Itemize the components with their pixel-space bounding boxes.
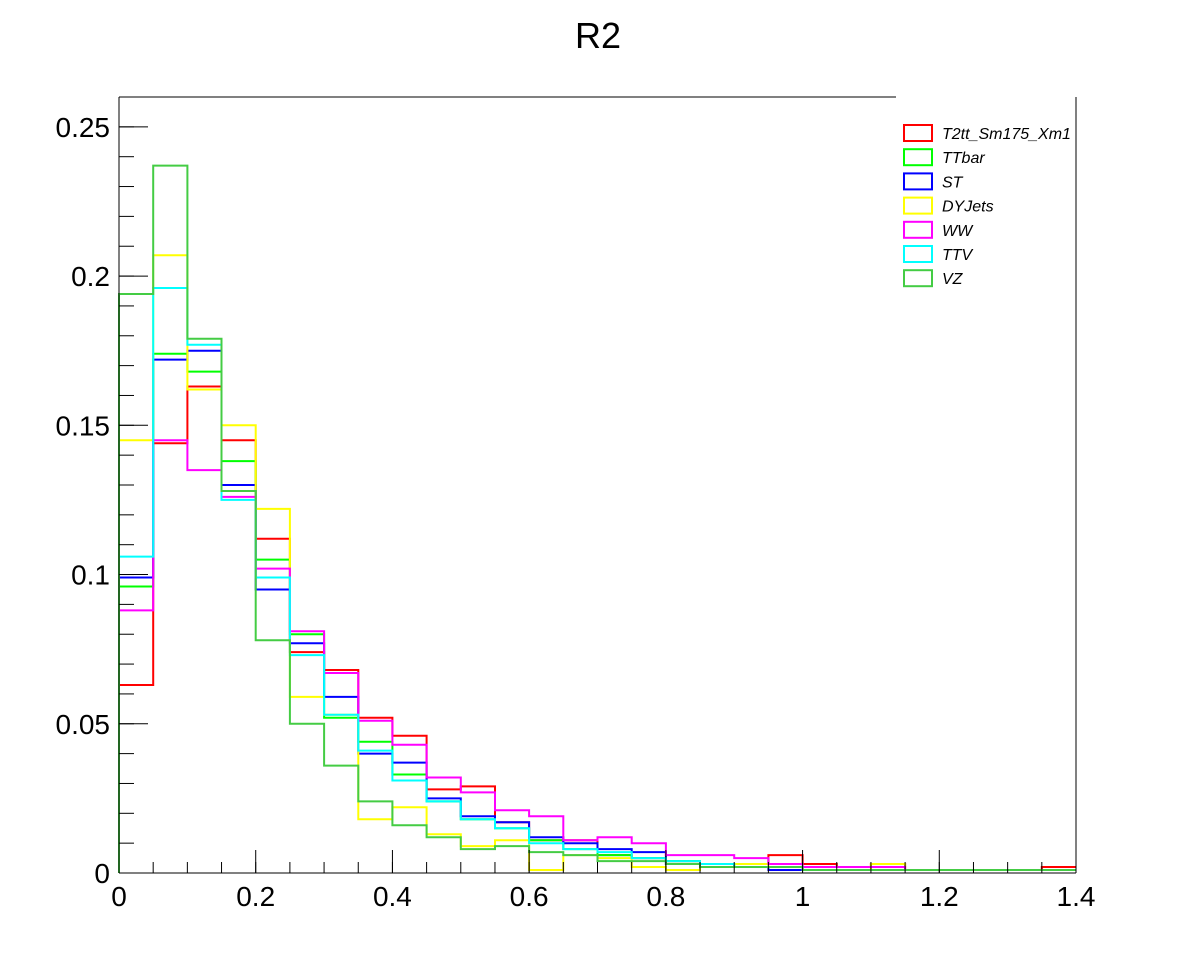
legend-label: TTV	[942, 247, 974, 264]
legend-label: TTbar	[942, 150, 985, 167]
y-tick-label: 0.1	[71, 560, 110, 591]
legend-label: VZ	[942, 271, 964, 288]
x-tick-label: 1.2	[920, 881, 959, 912]
x-tick-label: 0.4	[373, 881, 412, 912]
x-tick-label: 1.4	[1057, 881, 1096, 912]
y-tick-label: 0	[94, 858, 110, 889]
chart-title: R2	[575, 15, 621, 56]
x-tick-label: 0.2	[236, 881, 275, 912]
y-tick-label: 0.05	[56, 709, 111, 740]
legend-label: ST	[942, 174, 964, 191]
legend-swatch	[903, 148, 933, 167]
y-tick-label: 0.25	[56, 112, 111, 143]
x-tick-label: 1	[795, 881, 811, 912]
y-tick-label: 0.15	[56, 410, 111, 441]
legend-swatch	[903, 124, 933, 142]
legend-swatch	[903, 245, 933, 263]
x-tick-label: 0.8	[646, 881, 685, 912]
series-line-vz	[118, 164, 1076, 873]
legend-label: T2tt_Sm175_Xm1	[942, 126, 1071, 143]
legend-swatch	[903, 269, 933, 288]
y-tick-label: 0.2	[71, 261, 110, 292]
x-tick-label: 0.6	[510, 881, 549, 912]
legend-label: WW	[942, 223, 974, 240]
series-layer	[118, 164, 1076, 873]
legend-swatch	[903, 220, 933, 239]
legend-swatch	[903, 196, 933, 215]
legend: T2tt_Sm175_Xm1 TTbar ST DYJets WW TTV VZ	[903, 124, 1071, 288]
legend-swatch	[903, 172, 933, 191]
x-tick-label: 0	[111, 881, 127, 912]
axes: 0 0.2 0.4 0.6 0.8 1 1.2 1.4 0 0.05 0.1 0.15 0.2 0.25	[56, 96, 1096, 912]
legend-label: DYJets	[942, 199, 994, 216]
